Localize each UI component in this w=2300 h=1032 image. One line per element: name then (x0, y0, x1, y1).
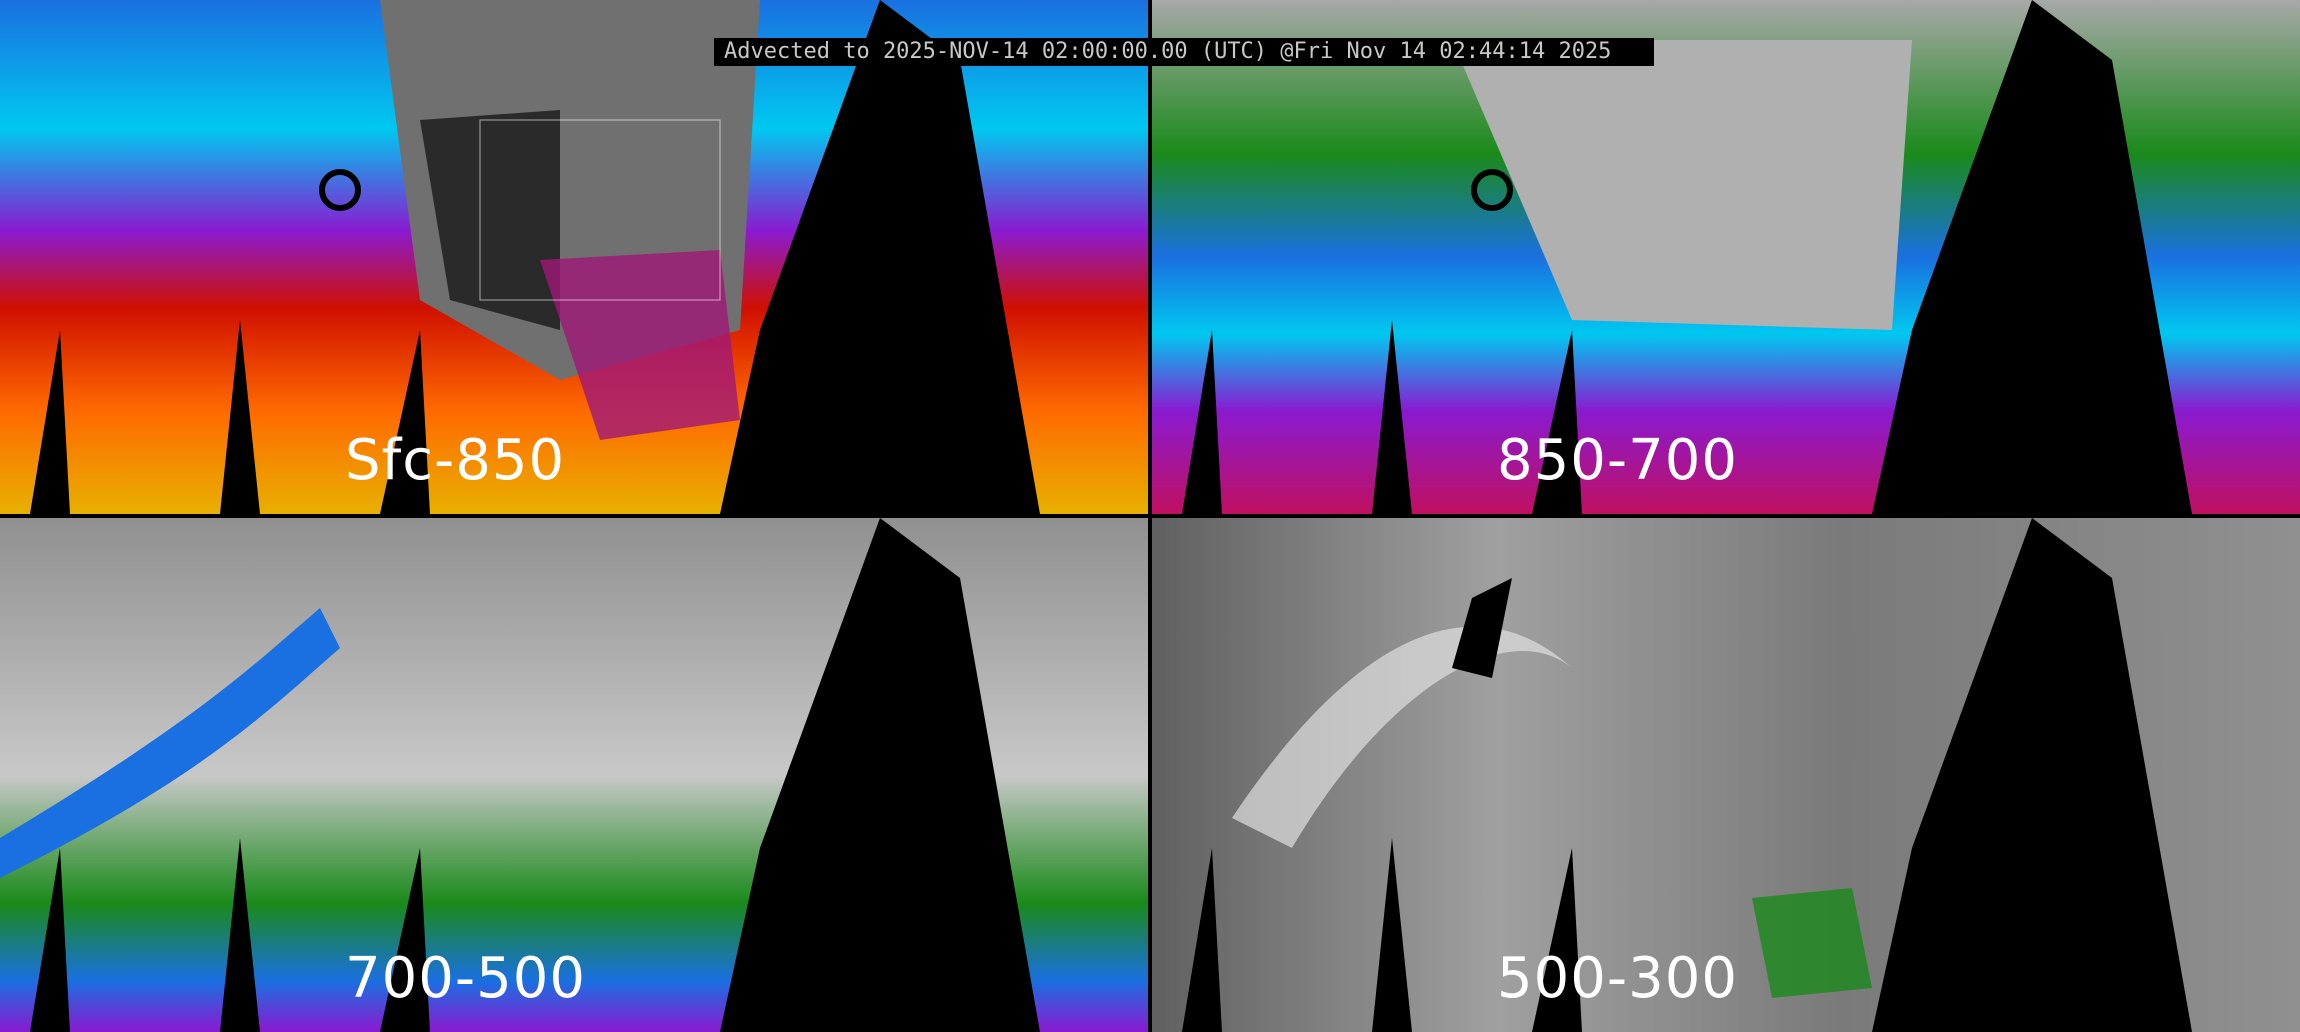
water-vapor-image (1152, 0, 2300, 514)
layer-label: 500-300 (1497, 946, 1738, 1011)
advection-timestamp: Advected to 2025-NOV-14 02:00:00.00 (UTC… (714, 38, 1654, 66)
layer-label: 850-700 (1497, 428, 1738, 493)
panel-850-700: 850-700 (1152, 0, 2300, 514)
panel-500-300: 500-300 (1152, 518, 2300, 1032)
layer-label: Sfc-850 (345, 428, 566, 493)
panel-sfc-850: Sfc-850 (0, 0, 1148, 514)
water-vapor-image (0, 0, 1148, 514)
layer-label: 700-500 (345, 946, 586, 1011)
water-vapor-image (0, 518, 1148, 1032)
water-vapor-image (1152, 518, 2300, 1032)
panel-700-500: 700-500 (0, 518, 1148, 1032)
